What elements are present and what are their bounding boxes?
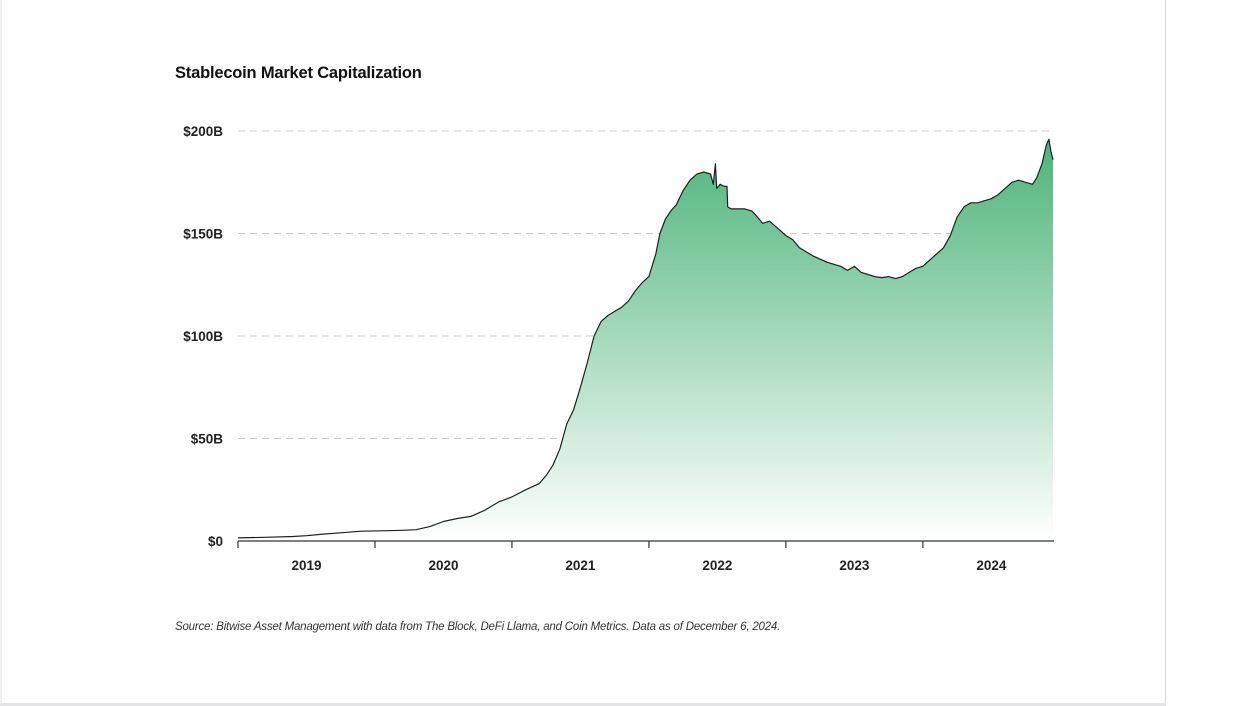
gridlines: [238, 130, 1053, 439]
x-tick-label: 2024: [976, 558, 1007, 573]
y-tick-label: $50B: [191, 432, 224, 447]
x-tick-label: 2023: [839, 558, 870, 573]
y-tick-label: $100B: [183, 329, 223, 344]
area-fill: [238, 139, 1053, 541]
y-tick-label: $150B: [183, 227, 223, 242]
chart-title: Stablecoin Market Capitalization: [175, 64, 422, 82]
tick-labels: $0 $50B $100B $150B $200B 2019 2020 2021 2022 202…: [183, 124, 1007, 573]
x-tick-label: 2019: [291, 558, 321, 573]
x-tick-label: 2021: [565, 558, 596, 573]
x-tick-label: 2022: [702, 558, 732, 573]
page-bottom-edge: [0, 703, 1166, 706]
source-note: Source: Bitwise Asset Management with da…: [175, 621, 781, 633]
x-tick-label: 2020: [428, 558, 458, 573]
y-tick-label: $0: [208, 534, 223, 549]
right-side-panel: [1166, 0, 1242, 706]
series-line: [237, 138, 1054, 539]
area-series: [237, 138, 1054, 541]
axes: [237, 540, 1054, 548]
y-tick-label: $200B: [183, 124, 223, 139]
